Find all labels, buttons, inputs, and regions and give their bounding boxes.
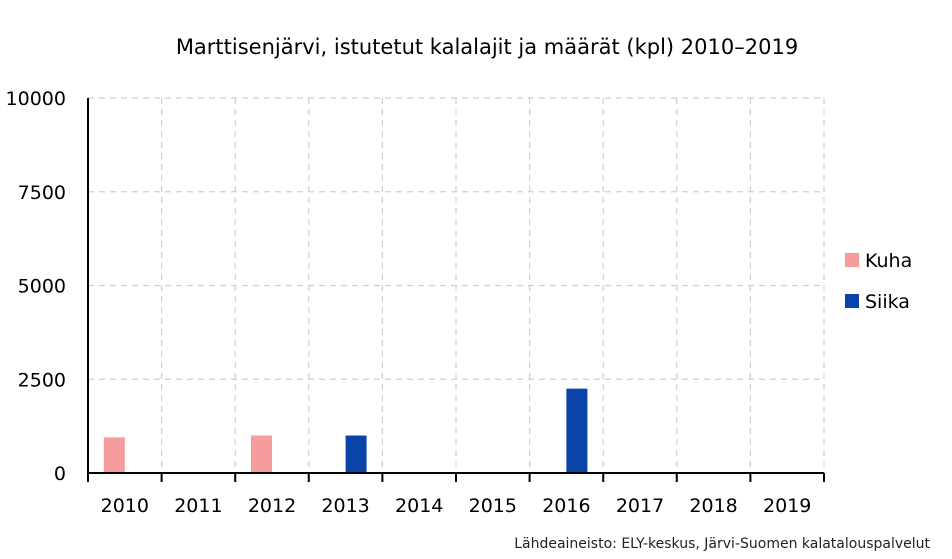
legend-swatch-kuha — [845, 253, 859, 267]
y-tick-labels: 0 2500 5000 7500 10000 — [6, 88, 66, 485]
x-tick-label: 2013 — [321, 495, 369, 517]
legend-label-siika: Siika — [865, 291, 910, 313]
x-tick-label: 2014 — [395, 495, 443, 517]
x-tick-label: 2019 — [763, 495, 811, 517]
x-tick-label: 2016 — [542, 495, 590, 517]
legend: Kuha Siika — [845, 250, 912, 313]
x-tick-label: 2010 — [101, 495, 149, 517]
y-tick-label: 5000 — [18, 276, 66, 298]
legend-label-kuha: Kuha — [865, 250, 912, 272]
bar-kuha-2010 — [103, 437, 125, 473]
legend-swatch-siika — [845, 294, 859, 308]
y-tick-label: 2500 — [18, 369, 66, 391]
source-note: Lähdeaineisto: ELY-keskus, Järvi-Suomen … — [514, 536, 930, 552]
axes — [87, 98, 825, 482]
x-tick-label: 2017 — [616, 495, 664, 517]
bars — [103, 388, 588, 473]
y-tick-label: 10000 — [6, 88, 66, 110]
chart-title: Marttisenjärvi, istutetut kalalajit ja m… — [176, 35, 798, 59]
bar-siika-2013 — [345, 435, 367, 473]
x-tick-labels: 2010 2011 2012 2013 2014 2015 2016 2017 2018 2019 — [101, 495, 812, 517]
x-tick-label: 2015 — [469, 495, 517, 517]
x-tick-label: 2018 — [689, 495, 737, 517]
x-tick-label: 2012 — [248, 495, 296, 517]
grid — [88, 97, 825, 473]
x-tick-label: 2011 — [174, 495, 222, 517]
bar-siika-2016 — [566, 388, 588, 473]
y-tick-label: 7500 — [18, 182, 66, 204]
y-tick-label: 0 — [54, 463, 66, 485]
bar-kuha-2012 — [251, 435, 272, 473]
